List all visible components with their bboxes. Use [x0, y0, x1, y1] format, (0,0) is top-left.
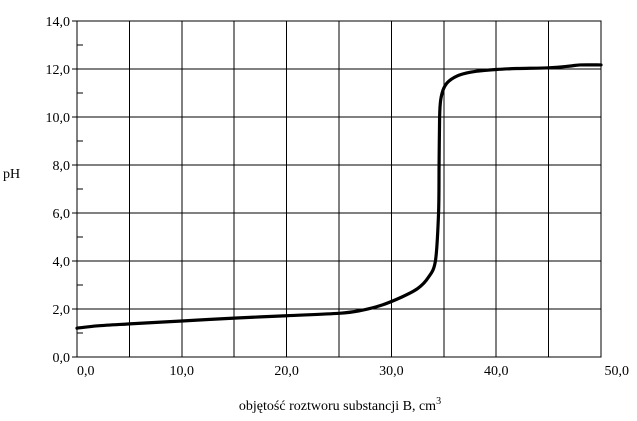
y-tick-label: 6,0: [53, 207, 71, 222]
y-tick-label: 12,0: [46, 63, 71, 78]
x-tick-label: 10,0: [170, 364, 195, 379]
x-tick-label: 0,0: [77, 364, 95, 379]
x-tick-labels: 0,0 10,0 20,0 30,0 40,0 50,0: [77, 364, 629, 379]
x-axis-title: objętość roztworu substancji B, cm3: [239, 396, 441, 414]
x-axis-title-superscript: 3: [436, 396, 441, 407]
minor-ticks: [72, 20, 83, 358]
curve-layer: [75, 63, 603, 330]
x-tick-label: 20,0: [274, 364, 299, 379]
plot-frame: [76, 20, 602, 358]
y-tick-label: 8,0: [53, 159, 71, 174]
grid: [77, 21, 601, 357]
titration-curve: [75, 63, 603, 330]
x-axis-title-text: objętość roztworu substancji B, cm: [239, 399, 436, 414]
y-tick-labels: 0,0 2,0 4,0 6,0 8,0 10,0 12,0 14,0: [46, 15, 71, 366]
y-axis-title: pH: [3, 167, 20, 182]
y-tick-label: 10,0: [46, 111, 71, 126]
y-tick-label: 14,0: [46, 15, 71, 30]
x-tick-label: 40,0: [484, 364, 509, 379]
y-tick-label: 2,0: [53, 303, 71, 318]
x-tick-label: 50,0: [605, 364, 630, 379]
y-tick-label: 0,0: [53, 351, 71, 366]
y-tick-label: 4,0: [53, 255, 71, 270]
x-tick-label: 30,0: [379, 364, 404, 379]
